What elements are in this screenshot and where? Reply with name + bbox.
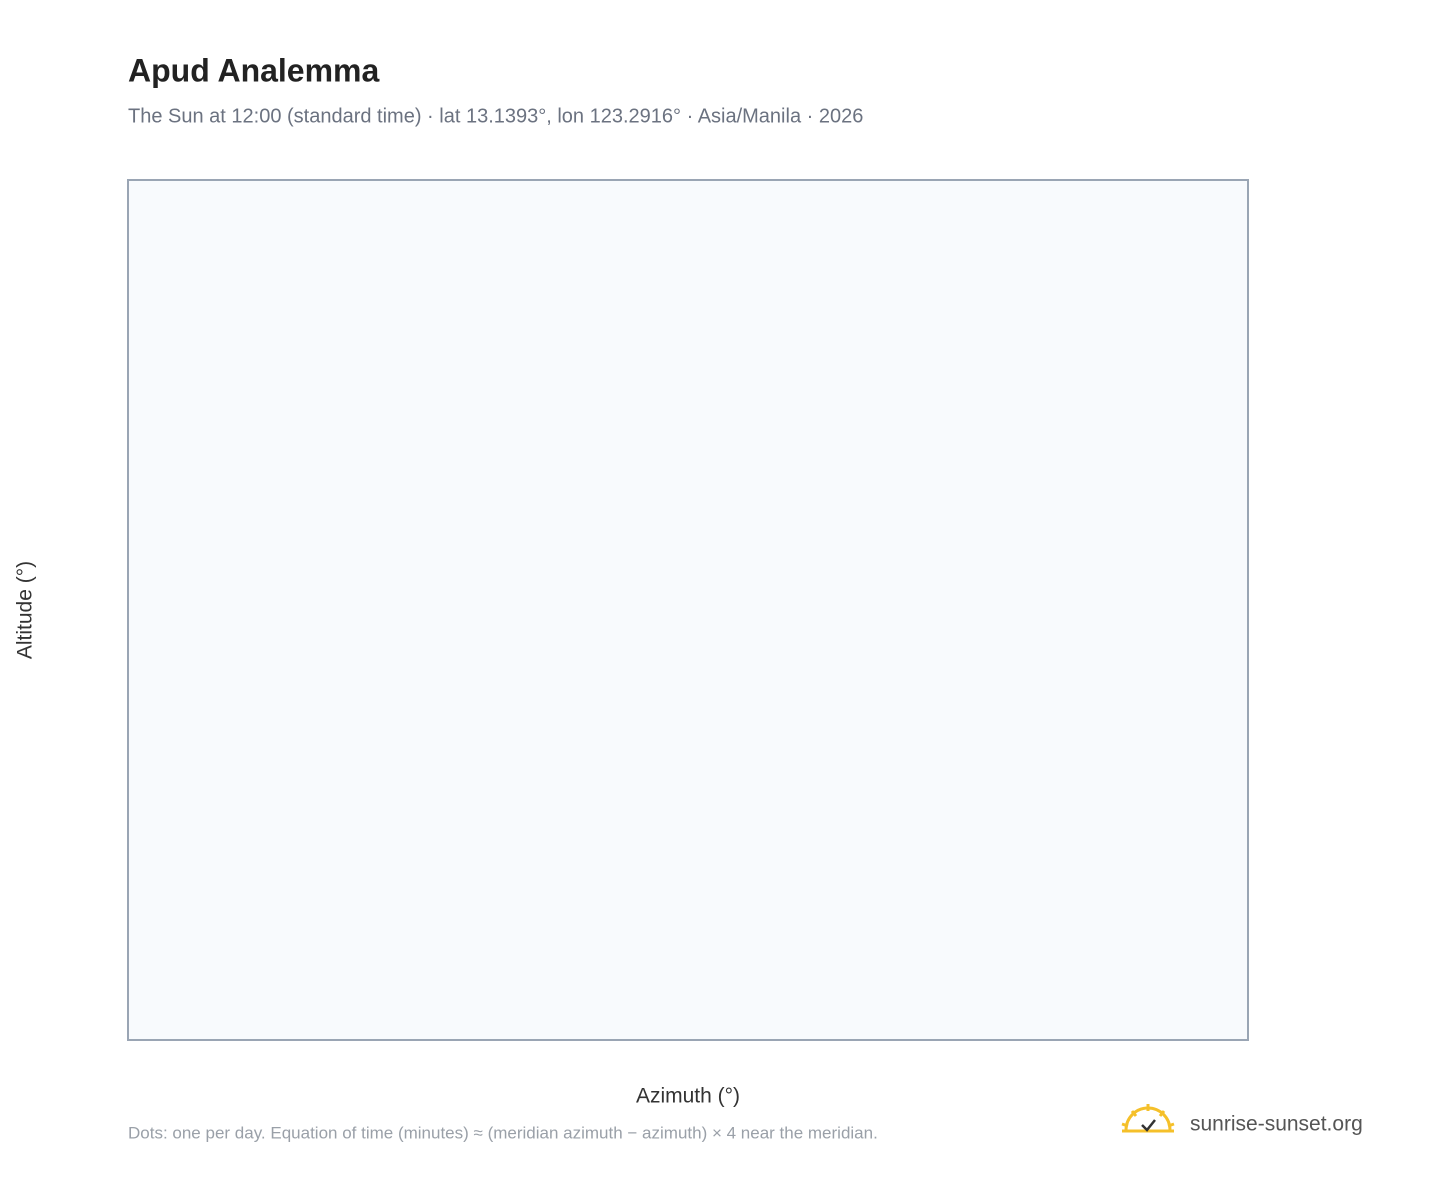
brand-logo [1121, 1104, 1175, 1133]
chart-title: Apud Analemma [128, 52, 380, 88]
chart-subtitle: The Sun at 12:00 (standard time) · lat 1… [128, 105, 863, 127]
brand: sunrise-sunset.org [1190, 1113, 1363, 1136]
plot-area [128, 180, 1248, 1040]
x-axis-label: Azimuth (°) [636, 1085, 740, 1108]
y-axis-label: Altitude (°) [14, 561, 37, 659]
plot-frame [127, 179, 1249, 1041]
footnote: Dots: one per day. Equation of time (min… [128, 1123, 878, 1142]
